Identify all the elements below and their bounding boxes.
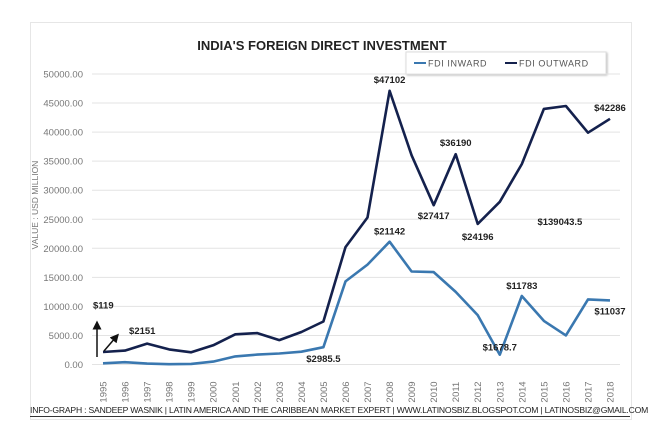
data-label: $11783 (506, 281, 537, 292)
x-tick-label: 1999 (187, 381, 198, 402)
y-tick-label: 25000.00 (43, 215, 83, 226)
y-tick-label: 15000.00 (43, 273, 83, 284)
data-label: $42286 (594, 103, 626, 114)
x-tick-label: 2007 (363, 381, 374, 402)
x-tick-label: 2015 (539, 381, 550, 402)
y-tick-label: 5000.00 (49, 331, 83, 342)
legend: FDI INWARD FDI OUTWARD (405, 51, 607, 75)
legend-label-inward: FDI INWARD (428, 59, 487, 69)
y-tick-label: 50000.00 (43, 70, 83, 81)
data-label: $36190 (440, 138, 472, 149)
series-line-outward (102, 89, 611, 354)
x-tick-label: 2018 (606, 381, 617, 402)
data-label: $11037 (594, 306, 625, 317)
series-line-inward (102, 240, 611, 366)
data-label: $24196 (462, 232, 494, 243)
x-tick-label: 2012 (473, 381, 484, 402)
chart-frame (30, 22, 632, 420)
x-tick-label: 2013 (495, 381, 506, 402)
x-tick-label: 2016 (561, 381, 572, 402)
x-tick-label: 2009 (407, 381, 418, 402)
y-tick-label: 20000.00 (43, 244, 83, 255)
y-tick-label: 35000.00 (43, 157, 83, 168)
footer-credit: INFO-GRAPH : SANDEEP WASNIK | LATIN AMER… (30, 405, 649, 417)
x-tick-label: 2003 (275, 381, 286, 402)
data-label: $1678.7 (483, 343, 517, 354)
annotation-arrow-diagonal (103, 333, 119, 352)
data-label: $139043.5 (537, 217, 583, 228)
data-label: $21142 (374, 227, 405, 238)
x-tick-label: 2010 (429, 381, 440, 402)
legend-label-outward: FDI OUTWARD (519, 59, 589, 69)
x-tick-label: 2008 (385, 381, 396, 402)
x-tick-label: 2017 (583, 381, 594, 402)
x-tick-label: 2011 (451, 382, 462, 402)
x-tick-label: 2005 (319, 381, 330, 402)
x-tick-label: 2002 (253, 381, 264, 402)
x-tick-label: 1998 (165, 381, 176, 402)
y-tick-label: 30000.00 (43, 186, 83, 197)
x-tick-label: 2000 (209, 381, 220, 402)
data-label: $27417 (418, 211, 450, 222)
x-tick-label: 2014 (517, 381, 528, 402)
chart-title: INDIA'S FOREIGN DIRECT INVESTMENT (197, 38, 446, 53)
x-tick-label: 2004 (297, 381, 308, 402)
x-tick-label: 1997 (143, 381, 154, 402)
x-tick-label: 1996 (121, 381, 132, 402)
y-tick-label: 45000.00 (43, 99, 83, 110)
y-axis-label: VALUE : USD MILLION (30, 161, 40, 250)
y-tick-label: 0.00 (65, 360, 84, 371)
data-label: $47102 (374, 75, 406, 86)
x-tick-label: 2006 (341, 381, 352, 402)
x-tick-label: 1995 (99, 381, 110, 402)
x-tick-label: 2001 (231, 381, 242, 402)
y-tick-label: 40000.00 (43, 128, 83, 139)
data-label: $2151 (129, 326, 156, 337)
data-label: $2985.5 (306, 354, 341, 365)
data-label: $119 (93, 300, 114, 311)
y-tick-label: 10000.00 (43, 302, 83, 313)
